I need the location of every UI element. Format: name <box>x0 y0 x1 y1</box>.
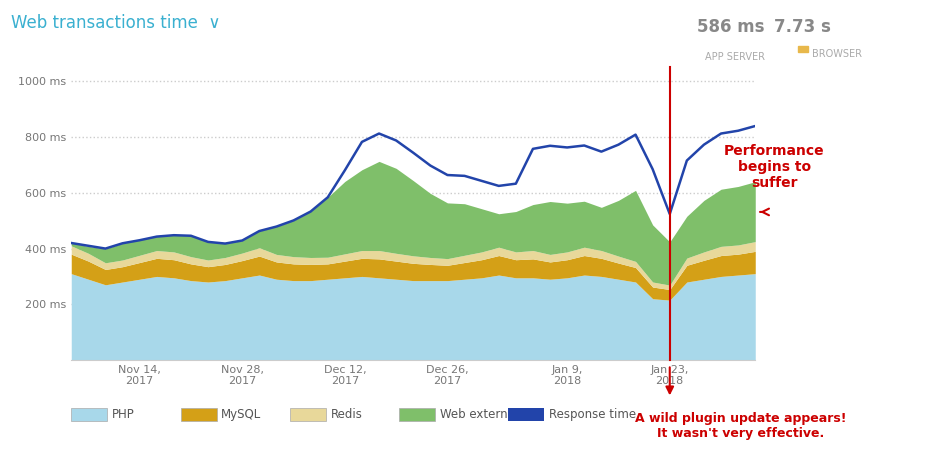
Text: 7.73 s: 7.73 s <box>774 18 831 36</box>
Text: Performance
begins to
suffer: Performance begins to suffer <box>724 144 825 190</box>
Text: APP SERVER: APP SERVER <box>705 52 765 62</box>
Text: Web transactions time  ∨: Web transactions time ∨ <box>11 14 221 32</box>
Text: Web external: Web external <box>440 408 518 421</box>
Text: Redis: Redis <box>331 408 363 421</box>
Text: 586 ms: 586 ms <box>697 18 765 36</box>
Text: Response time: Response time <box>549 408 636 421</box>
Text: MySQL: MySQL <box>221 408 261 421</box>
Text: PHP: PHP <box>112 408 135 421</box>
Text: A wild plugin update appears!
It wasn't very effective.: A wild plugin update appears! It wasn't … <box>636 412 846 440</box>
Text: BROWSER: BROWSER <box>812 49 863 59</box>
